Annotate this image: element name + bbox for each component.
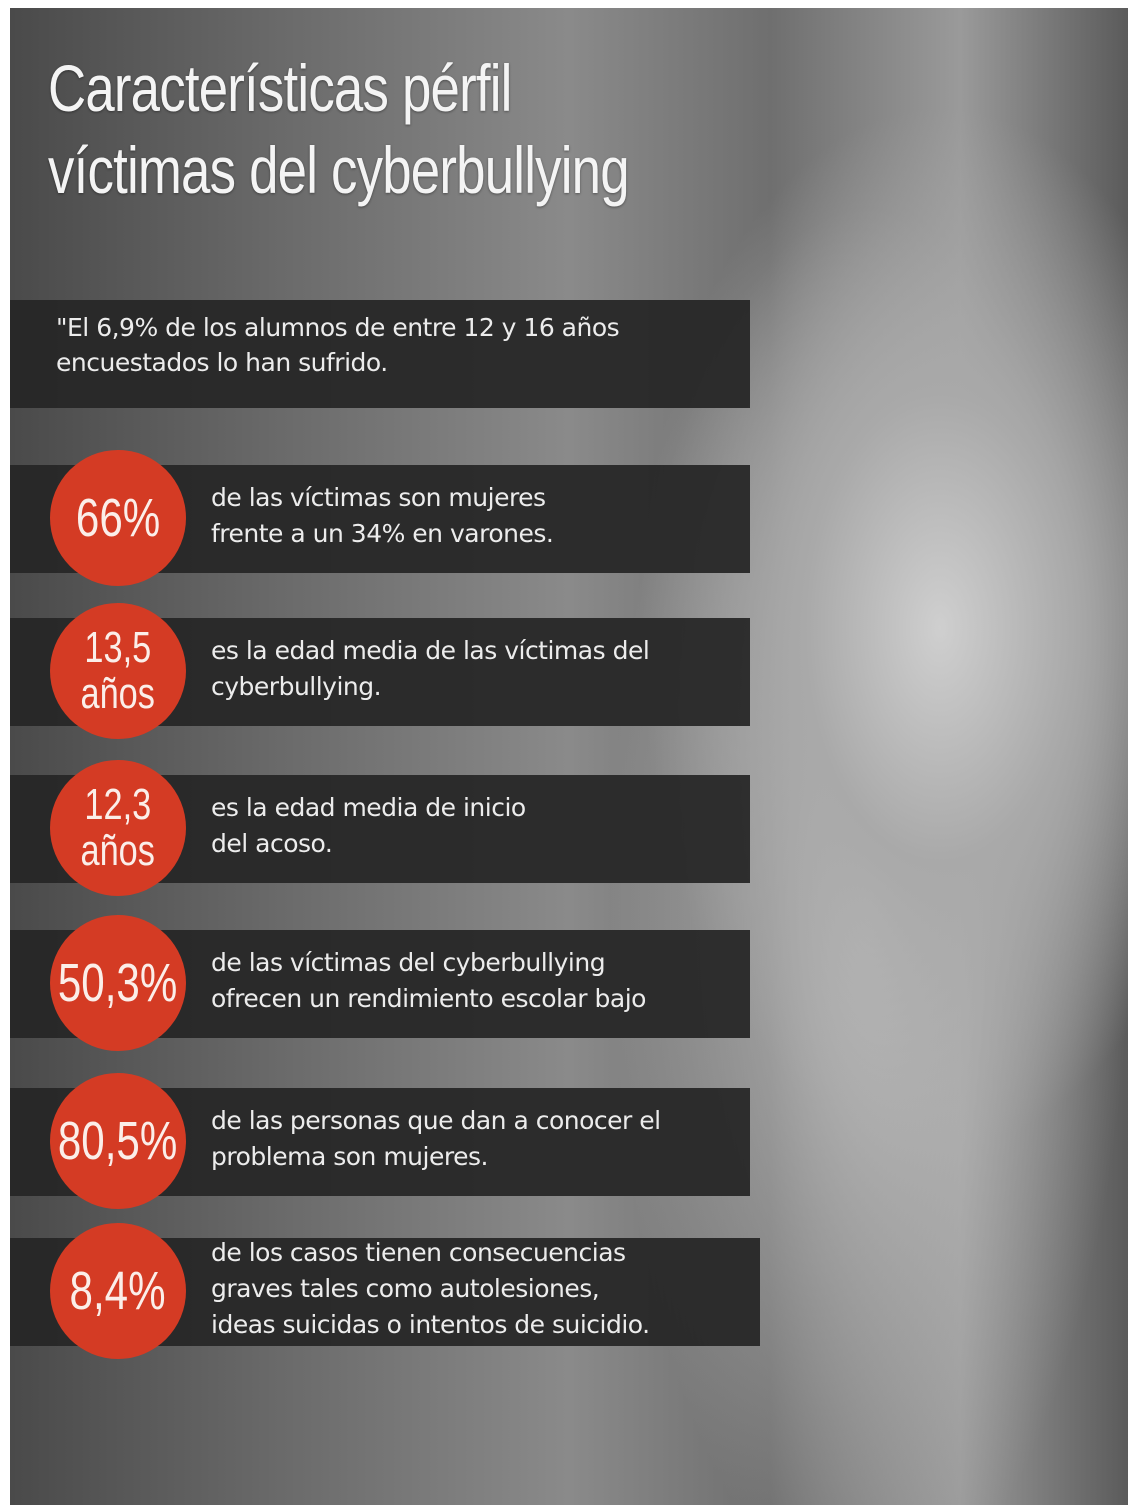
stat-text: es la edad media de inicio bbox=[211, 793, 526, 822]
stat-circle: 50,3% bbox=[50, 915, 186, 1051]
stat-text: graves tales como autolesiones, bbox=[211, 1274, 599, 1303]
stat-figure: 80,5% bbox=[58, 1113, 177, 1170]
stat-text: de las personas que dan a conocer el bbox=[211, 1106, 661, 1135]
stat-figure: 13,5 bbox=[85, 625, 152, 671]
intro-text: "El 6,9% de los alumnos de entre 12 y 16… bbox=[56, 313, 619, 342]
stat-text: frente a un 34% en varones. bbox=[211, 519, 553, 548]
stat-text: cyberbullying. bbox=[211, 672, 381, 701]
stat-text: es la edad media de las víctimas del bbox=[211, 636, 649, 665]
stat-text: ofrecen un rendimiento escolar bajo bbox=[211, 984, 646, 1013]
stat-figure: 12,3 bbox=[85, 782, 152, 828]
stat-text: de los casos tienen consecuencias bbox=[211, 1238, 626, 1267]
stat-figure: años bbox=[81, 671, 155, 717]
stat-circle: 66% bbox=[50, 450, 186, 586]
stat-figure: años bbox=[81, 828, 155, 874]
stat-circle: 8,4% bbox=[50, 1223, 186, 1359]
stat-text: ideas suicidas o intentos de suicidio. bbox=[211, 1310, 650, 1339]
stat-text: de las víctimas son mujeres bbox=[211, 483, 546, 512]
intro-text: encuestados lo han sufrido. bbox=[56, 348, 388, 377]
stat-text: del acoso. bbox=[211, 829, 332, 858]
stat-text: de las víctimas del cyberbullying bbox=[211, 948, 605, 977]
page: {"header":{"title":["Características pér… bbox=[0, 0, 1136, 1510]
stat-figure: 50,3% bbox=[58, 955, 177, 1012]
stat-text: problema son mujeres. bbox=[211, 1142, 488, 1171]
title-line: víctimas del cyberbullying bbox=[48, 132, 629, 208]
stat-figure: 8,4% bbox=[70, 1263, 166, 1320]
stat-figure: 66% bbox=[76, 490, 160, 547]
title-line: Características pérfil bbox=[48, 50, 512, 126]
stat-circle: 80,5% bbox=[50, 1073, 186, 1209]
